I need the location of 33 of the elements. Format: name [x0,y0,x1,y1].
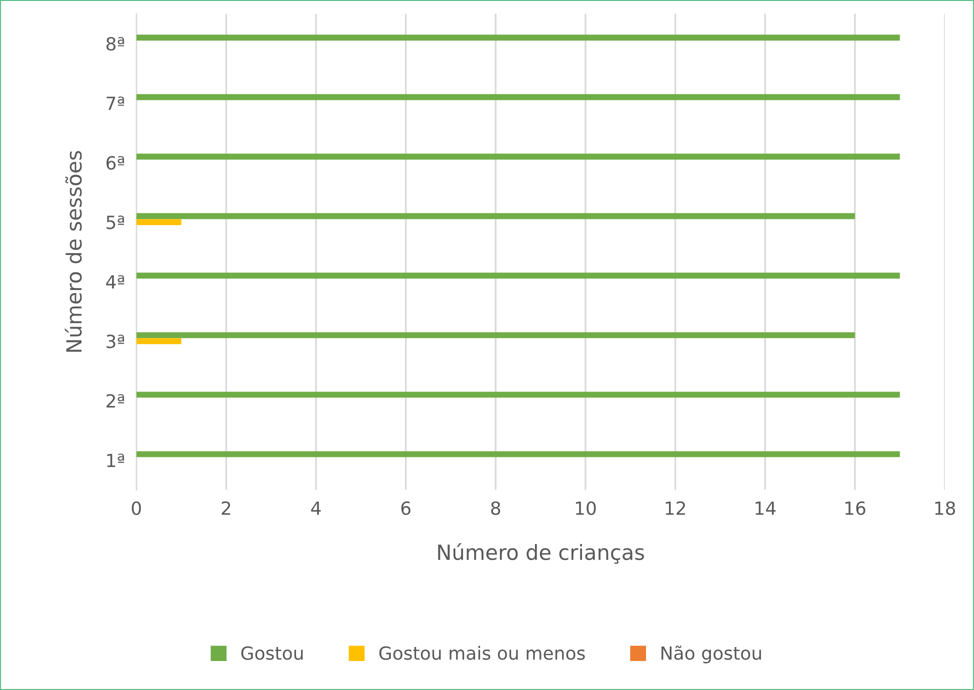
legend-label: Gostou mais ou menos [379,646,585,660]
bar [136,154,900,160]
y-tick-label: 8ª [106,37,124,51]
bar [136,94,900,100]
x-tick-label: 14 [756,502,776,515]
x-tick-label: 6 [401,501,410,515]
y-tick-label: 2ª [106,394,124,408]
x-tick-label: 18 [935,501,956,515]
x-tick-label: 2 [222,501,230,515]
y-tick-label: 1ª [107,454,124,468]
y-axis-title: Número de sessões [64,150,82,352]
y-tick-label: 7ª [106,96,124,110]
y-tick-label: 6ª [106,156,124,170]
legend-label: Gostou [241,646,303,660]
x-tick-label: 10 [576,501,596,515]
x-tick-label: 16 [845,501,866,515]
bar [136,392,900,398]
bar [136,219,182,226]
y-tick-label: 3ª [106,334,124,348]
y-tick-label: 5ª [106,216,124,230]
x-tick-label: 12 [666,501,685,515]
y-tick-label: 4ª [106,275,124,288]
x-tick-label: 4 [311,502,321,515]
bar [136,451,900,458]
legend-label: Não gostou [662,646,761,664]
x-axis-title: Número de crianças [438,543,644,564]
bar [136,332,855,338]
x-tick-label: 0 [132,501,141,515]
bar [136,272,900,279]
bar [136,34,900,41]
bar [136,213,855,220]
bar [136,338,182,344]
x-tick-label: 8 [491,501,500,515]
